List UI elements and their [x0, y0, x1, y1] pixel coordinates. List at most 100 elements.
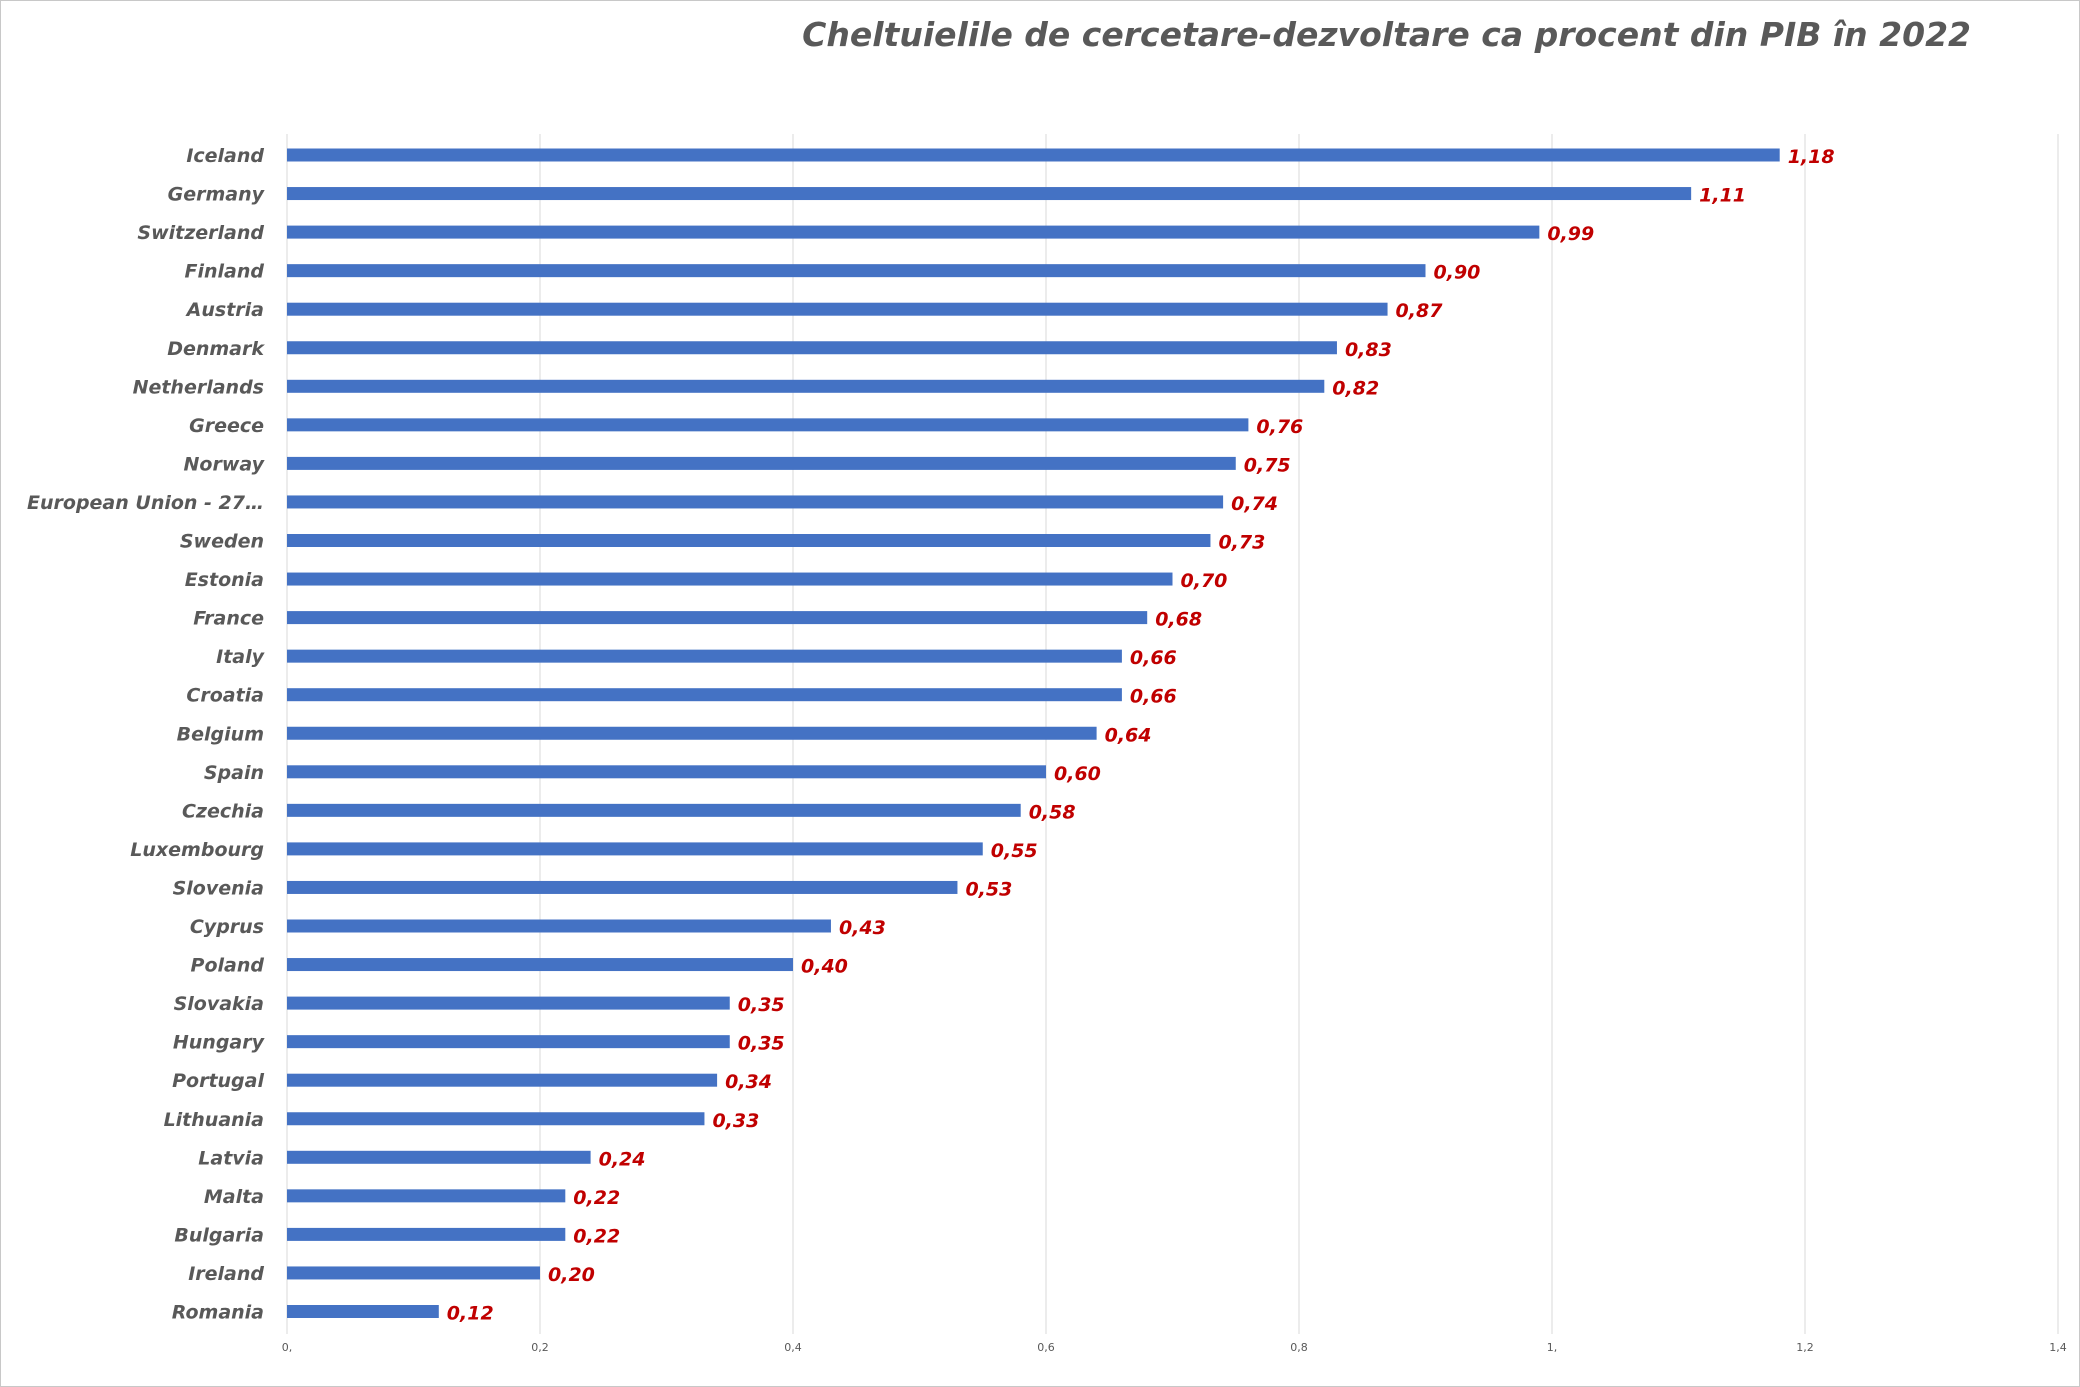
bar [287, 1150, 591, 1164]
category-label: Norway [184, 453, 266, 475]
bar [287, 1189, 566, 1203]
bar [287, 842, 983, 856]
bar [287, 1305, 439, 1318]
bar [287, 418, 1249, 432]
data-label: 0,35 [738, 994, 785, 1016]
x-tick-label: 1, [1547, 1341, 1558, 1354]
data-label: 0,66 [1130, 647, 1177, 669]
bar [287, 1035, 730, 1049]
bar [287, 572, 1173, 586]
data-label: 0,82 [1332, 377, 1379, 399]
bar [287, 148, 1780, 162]
bar [287, 495, 1224, 509]
category-label: Luxembourg [130, 839, 264, 861]
category-label: Denmark [167, 338, 265, 360]
category-label: France [193, 608, 264, 630]
category-labels: Iceland Germany Switzerland Finland Austria D… [27, 145, 266, 1324]
category-label: Romania [172, 1302, 264, 1324]
data-label: 0,90 [1434, 262, 1481, 284]
data-label: 0,70 [1181, 570, 1228, 592]
category-label: Bulgaria [174, 1224, 264, 1246]
bar [287, 958, 793, 972]
category-label: Malta [204, 1186, 264, 1208]
category-label: Lithuania [164, 1109, 264, 1131]
category-label: Hungary [173, 1032, 266, 1054]
bar [287, 726, 1097, 740]
bar [287, 1112, 705, 1126]
bar [287, 1227, 566, 1241]
x-tick-label: 1,4 [2049, 1341, 2067, 1354]
bar [287, 919, 831, 933]
bar [287, 611, 1148, 625]
data-label: 0,68 [1155, 609, 1202, 631]
bar [287, 341, 1337, 355]
data-label: 0,58 [1029, 801, 1076, 823]
data-label: 0,74 [1231, 493, 1278, 515]
category-label: Poland [191, 955, 265, 977]
bar [287, 688, 1122, 702]
data-label: 0,24 [599, 1148, 646, 1170]
category-label: Belgium [177, 723, 264, 745]
category-label: Czechia [182, 800, 264, 822]
category-label: Latvia [198, 1147, 264, 1169]
data-label: 0,76 [1256, 416, 1303, 438]
data-label: 0,87 [1396, 300, 1444, 322]
bar [287, 649, 1122, 663]
category-label: Slovakia [174, 993, 264, 1015]
data-label: 0,12 [447, 1303, 494, 1325]
x-tick-label: 0,8 [1290, 1341, 1308, 1354]
category-label: Switzerland [137, 222, 264, 244]
category-label: Netherlands [133, 376, 264, 398]
category-label: Italy [216, 646, 265, 668]
category-label: Portugal [172, 1070, 264, 1092]
data-label: 0,34 [725, 1071, 772, 1093]
data-label: 1,18 [1788, 146, 1835, 168]
data-label: 0,75 [1244, 454, 1291, 476]
data-label: 0,40 [801, 956, 848, 978]
data-label: 0,20 [548, 1264, 595, 1286]
bar [287, 225, 1540, 239]
category-label: Iceland [186, 145, 264, 167]
category-label: Austria [185, 299, 264, 321]
data-label: 0,66 [1130, 686, 1177, 708]
data-label: 1,11 [1699, 185, 1746, 207]
data-label: 0,43 [839, 917, 886, 939]
category-label: Sweden [180, 531, 264, 553]
bar [287, 880, 958, 894]
x-tick-label: 0,6 [1037, 1341, 1055, 1354]
category-label: Estonia [185, 569, 264, 591]
data-label: 0,83 [1345, 339, 1392, 361]
category-label: Ireland [188, 1263, 264, 1285]
data-label: 0,99 [1547, 223, 1594, 245]
data-label: 0,35 [738, 1033, 785, 1055]
category-label: Spain [204, 762, 264, 784]
category-label: Slovenia [173, 877, 264, 899]
bar [287, 456, 1236, 470]
data-label: 0,53 [965, 878, 1012, 900]
category-label: Cyprus [190, 916, 264, 938]
bar [287, 187, 1692, 201]
bars [287, 148, 1780, 1318]
data-label: 0,55 [991, 840, 1038, 862]
x-tick-label: 1,2 [1796, 1341, 1814, 1354]
category-label: Finland [185, 261, 265, 283]
bar [287, 803, 1021, 817]
x-tick-label: 0, [282, 1341, 293, 1354]
category-label: Germany [168, 184, 266, 206]
category-label: Croatia [186, 685, 264, 707]
data-label: 0,22 [573, 1187, 620, 1209]
x-axis-tick-labels: 0, 0,2 0,4 0,6 0,8 1, 1,2 1,4 [282, 1341, 2067, 1354]
bar [287, 302, 1388, 316]
bar [287, 264, 1426, 278]
bar [287, 1266, 540, 1280]
bar [287, 996, 730, 1010]
chart-title: Cheltuielile de cercetare-dezvoltare ca … [802, 15, 1971, 54]
data-label: 0,22 [573, 1225, 620, 1247]
bar [287, 765, 1046, 779]
bar [287, 534, 1211, 547]
category-label: European Union - 27… [27, 492, 264, 514]
bar [287, 1073, 718, 1087]
data-label: 0,60 [1054, 763, 1101, 785]
bar [287, 379, 1325, 393]
